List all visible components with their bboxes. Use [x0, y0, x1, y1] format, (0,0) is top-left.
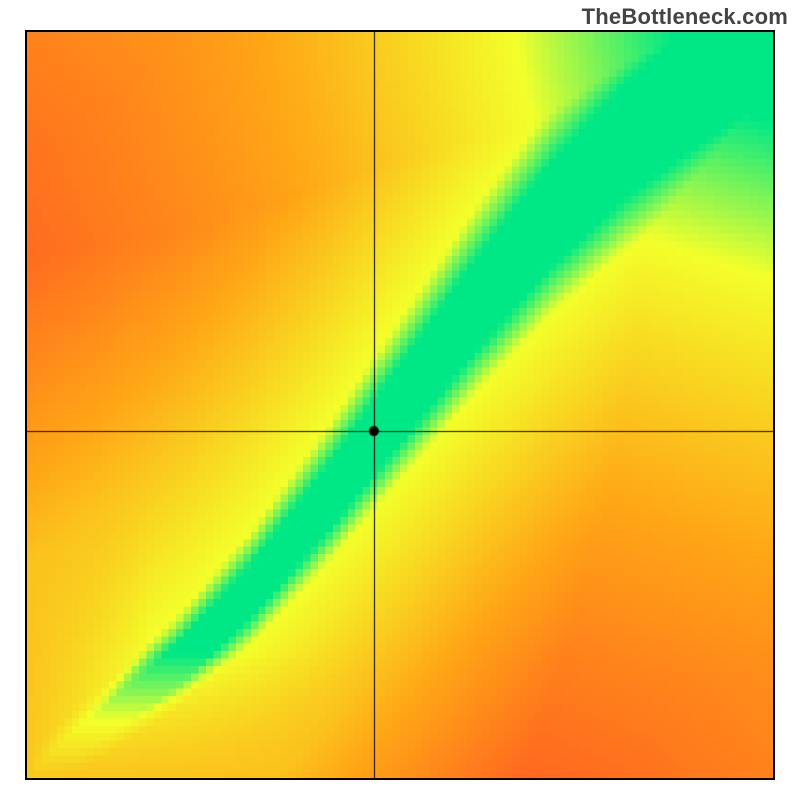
crosshair-overlay: [27, 32, 773, 778]
watermark-text: TheBottleneck.com: [582, 4, 788, 30]
plot-frame: [25, 30, 775, 780]
